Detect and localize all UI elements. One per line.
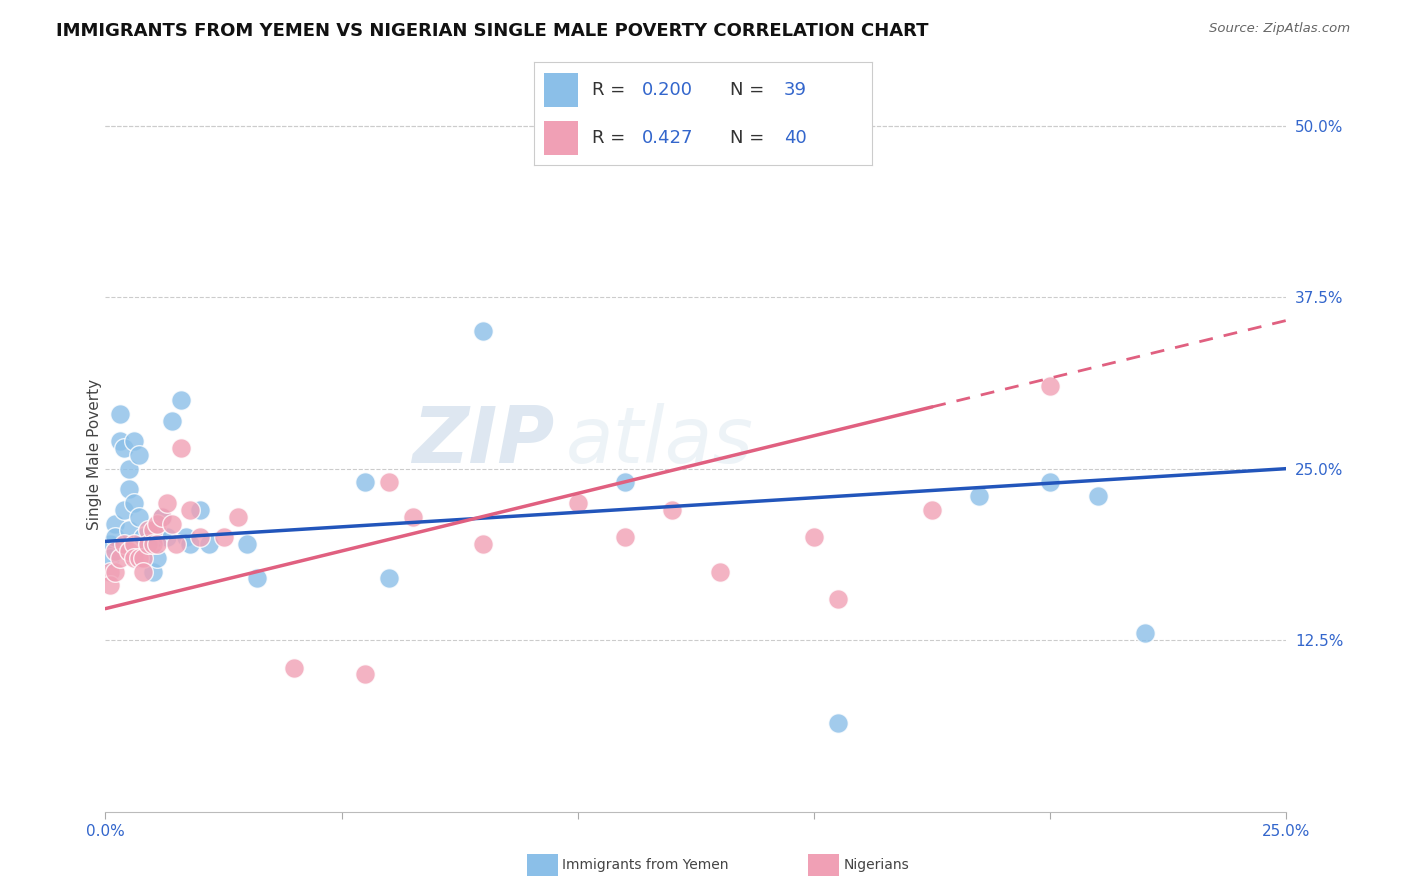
- Point: [146, 550, 169, 565]
- Bar: [544, 73, 578, 106]
- Point: [827, 592, 849, 607]
- Point: [226, 509, 249, 524]
- Point: [104, 565, 127, 579]
- Point: [827, 715, 849, 730]
- Point: [354, 667, 377, 681]
- Point: [921, 503, 943, 517]
- Point: [170, 392, 193, 407]
- Point: [198, 537, 221, 551]
- Point: [188, 503, 211, 517]
- Point: [160, 414, 183, 428]
- Point: [136, 537, 159, 551]
- Point: [132, 565, 155, 579]
- Point: [236, 537, 259, 551]
- Point: [179, 503, 201, 517]
- Text: 0.200: 0.200: [643, 80, 693, 99]
- Point: [112, 503, 135, 517]
- Point: [142, 524, 165, 538]
- Text: Nigerians: Nigerians: [844, 858, 910, 872]
- Text: 0.427: 0.427: [643, 128, 693, 147]
- Point: [136, 524, 159, 538]
- Point: [614, 530, 637, 544]
- Point: [401, 509, 423, 524]
- Point: [969, 489, 991, 503]
- Text: R =: R =: [592, 128, 624, 147]
- Point: [174, 530, 197, 544]
- Text: IMMIGRANTS FROM YEMEN VS NIGERIAN SINGLE MALE POVERTY CORRELATION CHART: IMMIGRANTS FROM YEMEN VS NIGERIAN SINGLE…: [56, 22, 929, 40]
- Text: N =: N =: [730, 80, 765, 99]
- Point: [803, 530, 825, 544]
- Text: ZIP: ZIP: [412, 402, 554, 479]
- Point: [179, 537, 201, 551]
- Point: [128, 448, 150, 462]
- Point: [283, 660, 305, 674]
- Point: [146, 537, 169, 551]
- Point: [212, 530, 235, 544]
- Point: [142, 537, 165, 551]
- Text: 39: 39: [785, 80, 807, 99]
- Point: [156, 530, 179, 544]
- Point: [567, 496, 589, 510]
- Text: R =: R =: [592, 80, 624, 99]
- Point: [108, 407, 131, 421]
- Point: [98, 565, 121, 579]
- Point: [246, 571, 269, 585]
- Point: [146, 530, 169, 544]
- Point: [1133, 626, 1156, 640]
- Point: [136, 537, 159, 551]
- Point: [1039, 475, 1062, 490]
- Point: [1039, 379, 1062, 393]
- Bar: [544, 121, 578, 155]
- Point: [472, 537, 495, 551]
- Point: [160, 516, 183, 531]
- Text: Immigrants from Yemen: Immigrants from Yemen: [562, 858, 728, 872]
- Point: [614, 475, 637, 490]
- Point: [98, 537, 121, 551]
- Point: [98, 578, 121, 592]
- Point: [122, 434, 145, 449]
- Point: [354, 475, 377, 490]
- Point: [472, 325, 495, 339]
- Point: [709, 565, 731, 579]
- Y-axis label: Single Male Poverty: Single Male Poverty: [87, 379, 101, 531]
- Point: [165, 537, 187, 551]
- Point: [122, 496, 145, 510]
- Point: [156, 496, 179, 510]
- Point: [170, 441, 193, 455]
- Point: [122, 550, 145, 565]
- Text: N =: N =: [730, 128, 765, 147]
- Point: [118, 482, 141, 496]
- Point: [142, 565, 165, 579]
- Text: Source: ZipAtlas.com: Source: ZipAtlas.com: [1209, 22, 1350, 36]
- Text: atlas: atlas: [567, 402, 754, 479]
- Point: [118, 461, 141, 475]
- Point: [132, 550, 155, 565]
- Point: [132, 530, 155, 544]
- Point: [108, 434, 131, 449]
- Point: [122, 537, 145, 551]
- Point: [112, 537, 135, 551]
- Point: [146, 516, 169, 531]
- Point: [378, 571, 401, 585]
- Point: [108, 550, 131, 565]
- Point: [661, 503, 683, 517]
- Point: [150, 509, 173, 524]
- Text: 40: 40: [785, 128, 807, 147]
- Point: [104, 544, 127, 558]
- Point: [98, 550, 121, 565]
- Point: [1087, 489, 1109, 503]
- Point: [150, 509, 173, 524]
- Point: [104, 516, 127, 531]
- Point: [188, 530, 211, 544]
- Point: [378, 475, 401, 490]
- Point: [104, 530, 127, 544]
- Point: [118, 524, 141, 538]
- Point: [128, 550, 150, 565]
- Point: [128, 509, 150, 524]
- Point: [112, 441, 135, 455]
- Point: [118, 544, 141, 558]
